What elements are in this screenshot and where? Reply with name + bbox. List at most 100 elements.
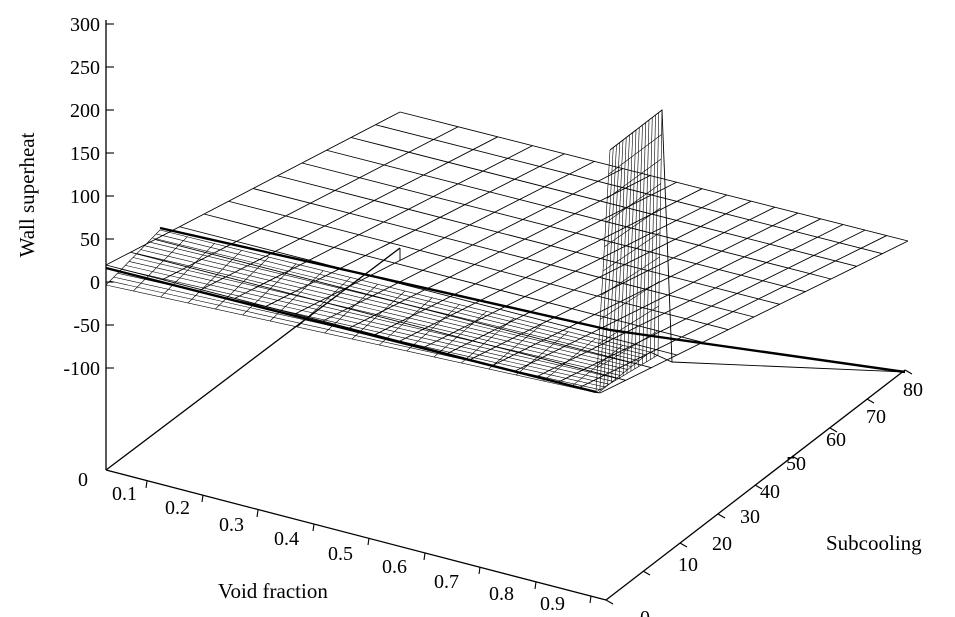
y-tick-mark: [791, 455, 800, 461]
surface-mesh-line: [179, 226, 678, 356]
surface-mesh-line: [277, 175, 780, 305]
y-tick-label: 20: [712, 533, 732, 555]
surface-spike-line: [598, 305, 659, 344]
surface-mesh-line: [597, 351, 651, 394]
surface-mesh-line: [234, 145, 533, 299]
x-tick-mark: [145, 480, 148, 489]
surface-mesh-line: [351, 290, 406, 340]
z-tick-label: 300: [70, 14, 100, 36]
surface-mesh-line: [215, 256, 270, 310]
y-axis-title: Subcooling: [826, 531, 922, 555]
surface-spike-line: [601, 256, 660, 296]
x-tick-label: 0.4: [274, 528, 299, 550]
surface-mesh-line: [461, 317, 515, 364]
z-tick-label: -50: [73, 315, 100, 337]
surface-mesh-line: [203, 213, 703, 343]
y-tick-mark: [679, 542, 688, 548]
y-tick-mark: [642, 570, 651, 576]
surface-mesh-line: [488, 324, 542, 370]
surface-ridge-line: [159, 226, 906, 374]
surface-mesh-line: [447, 200, 752, 354]
surface-mesh-line: [406, 304, 460, 352]
surface-spike-line: [600, 281, 660, 320]
surface-mesh-line: [326, 149, 832, 280]
surface-spike-line: [595, 354, 659, 393]
surface-ridge-line: [105, 266, 597, 394]
surface-mesh-line: [160, 243, 215, 298]
surface-mesh-line: [470, 206, 775, 360]
surface-mesh-line: [301, 162, 806, 293]
surface-mesh-line: [570, 344, 623, 388]
surface-spike-line: [604, 207, 661, 248]
y-tick-label: 30: [740, 506, 760, 528]
surface-mesh-line: [130, 251, 626, 381]
y-tick-mark: [829, 427, 838, 433]
surface-spike-line: [605, 183, 661, 223]
z-tick-label: 200: [70, 100, 100, 122]
y-tick-mark: [866, 398, 875, 404]
surface-mesh-line: [433, 311, 487, 358]
z-origin-label: 0: [78, 469, 88, 491]
surface-mesh-line: [162, 126, 459, 281]
y-tick-label: 10: [678, 554, 698, 576]
x-tick-label: 0.1: [112, 483, 137, 505]
x-axis-line: [105, 469, 607, 601]
surface-mesh-line: [294, 160, 595, 315]
x-axis-title: Void fraction: [218, 579, 328, 603]
z-axis-title: Wall superheat: [15, 132, 39, 257]
y-tick-label: 0: [640, 607, 650, 617]
y-tick-label: 60: [826, 429, 846, 451]
x-tick-label: 0.3: [219, 514, 244, 536]
surface-mesh-line: [350, 137, 857, 267]
y-tick-label: 70: [866, 406, 886, 428]
surface-mesh-line: [252, 188, 755, 318]
surface-mesh: [105, 109, 909, 394]
surface-mesh-line: [379, 297, 433, 346]
x-tick-label: 0.6: [382, 556, 407, 578]
surface-mesh-line: [492, 212, 799, 366]
surface-mesh-line: [599, 240, 909, 394]
surface-spike-line: [607, 158, 662, 199]
x-tick-mark: [589, 595, 592, 604]
x-tick-mark: [423, 552, 426, 561]
x-tick-label: 0.5: [328, 543, 353, 565]
surface-spike-line: [597, 330, 659, 369]
surface-edge-line: [649, 351, 906, 373]
z-tick-label: 100: [70, 186, 100, 208]
surface-mesh-line: [543, 338, 596, 382]
surface-mesh-line: [322, 168, 624, 322]
surface-mesh-line: [536, 224, 844, 378]
surface-mesh-line: [514, 218, 821, 372]
x-tick-mark: [256, 509, 259, 518]
z-tick-label: 250: [70, 57, 100, 79]
z-axis-ticks: 300 250 200 150 100 50 0 -50 -100 0: [63, 14, 114, 491]
y-tick-mark: [904, 369, 913, 375]
surface-mesh-line: [265, 153, 565, 307]
surface-mesh-line: [558, 229, 866, 383]
x-tick-mark: [367, 537, 370, 546]
x-tick-label: 0.2: [165, 497, 190, 519]
surface-mesh-line: [242, 263, 297, 316]
surface-mesh-line: [515, 331, 569, 376]
x-tick-label: 0.7: [434, 571, 459, 593]
surface-spike-edge: [609, 109, 673, 363]
x-tick-label: 0.9: [540, 593, 565, 615]
axes-frame: [105, 20, 906, 601]
surface-mesh-line: [187, 250, 242, 304]
surface-mesh-line: [200, 136, 498, 291]
y-tick-label: 50: [786, 453, 806, 475]
y-tick-label: 80: [903, 379, 923, 401]
x-tick-label: 0.8: [489, 583, 514, 605]
x-tick-mark: [312, 523, 315, 532]
x-tick-mark: [201, 494, 204, 503]
x-tick-mark: [534, 581, 537, 590]
surface-mesh-line: [105, 111, 401, 266]
y-tick-mark: [754, 484, 763, 490]
x-tick-mark: [478, 566, 481, 575]
surface-mesh-line: [228, 200, 729, 331]
y-tick-label: 40: [760, 481, 780, 503]
z-tick-label: 150: [70, 143, 100, 165]
z-tick-label: 0: [90, 272, 100, 294]
y-axis-ticks: 0 10 20 30 40 50 60 70 80: [605, 369, 923, 617]
